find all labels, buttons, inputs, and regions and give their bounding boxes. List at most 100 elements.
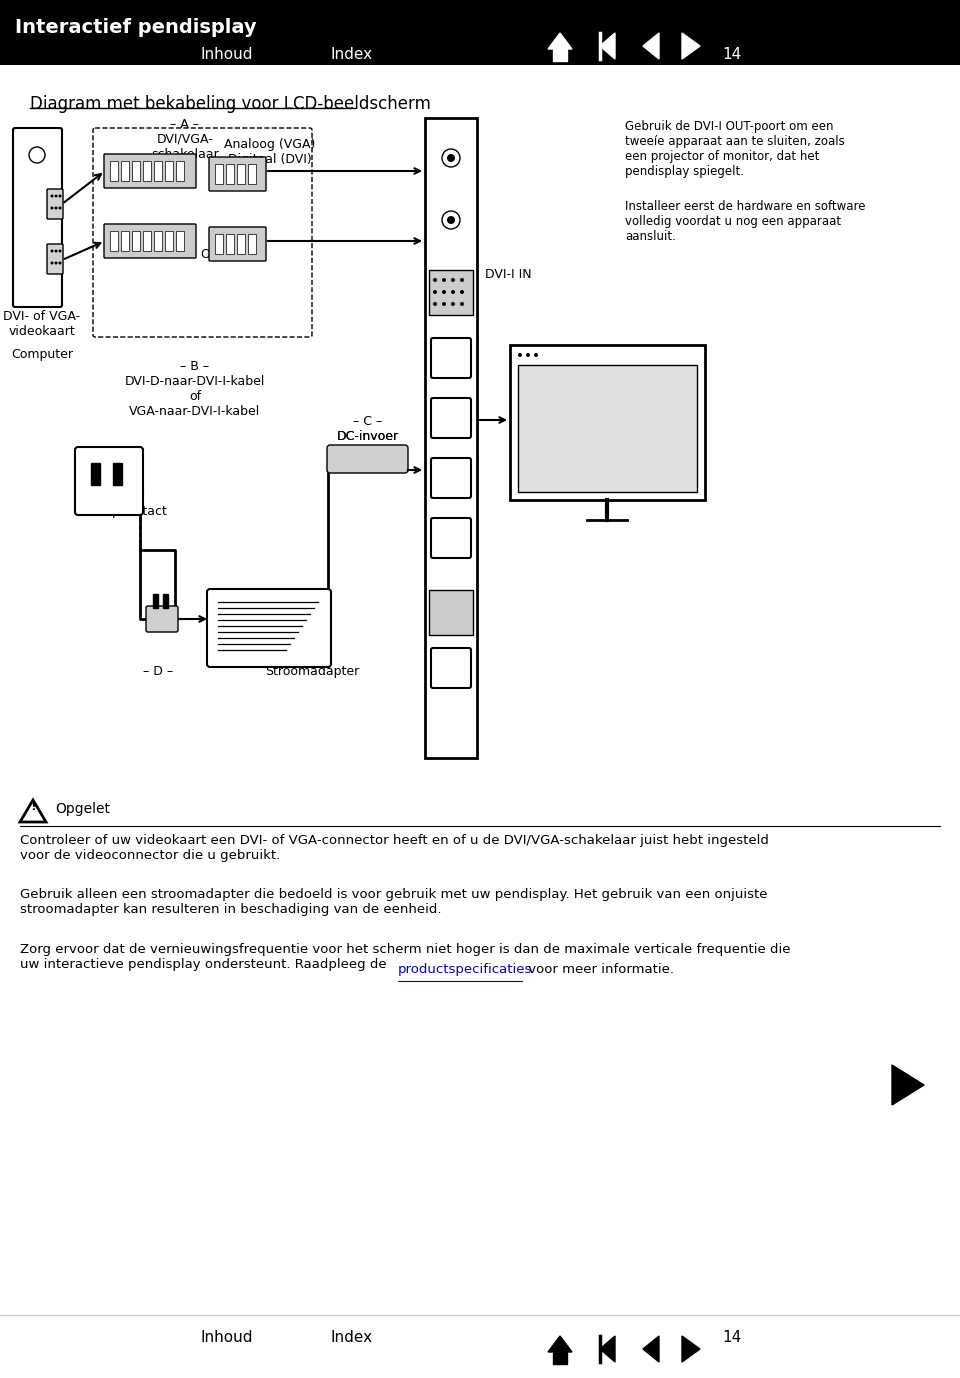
Circle shape	[29, 147, 45, 163]
FancyBboxPatch shape	[104, 154, 196, 187]
Text: 14: 14	[722, 1330, 741, 1345]
Bar	[248, 164, 256, 185]
Circle shape	[534, 353, 538, 357]
Circle shape	[442, 149, 460, 167]
Text: – C –
DC-invoer: – C – DC-invoer	[337, 415, 399, 442]
FancyBboxPatch shape	[13, 128, 62, 307]
Bar	[176, 161, 184, 181]
FancyBboxPatch shape	[431, 518, 471, 558]
Circle shape	[59, 207, 61, 209]
Circle shape	[51, 207, 54, 209]
Text: Index: Index	[330, 1330, 372, 1345]
Polygon shape	[643, 33, 659, 59]
Circle shape	[518, 353, 522, 357]
Polygon shape	[600, 1337, 615, 1361]
Circle shape	[51, 249, 54, 252]
Text: Interactief pendisplay: Interactief pendisplay	[15, 18, 256, 37]
FancyBboxPatch shape	[431, 398, 471, 438]
Circle shape	[51, 262, 54, 265]
Bar	[425, 119, 477, 758]
Circle shape	[447, 216, 455, 225]
FancyBboxPatch shape	[47, 189, 63, 219]
Text: Opgelet: Opgelet	[55, 802, 110, 816]
Bar	[132, 232, 140, 251]
Text: Diagram met bekabeling voor LCD-beeldscherm: Diagram met bekabeling voor LCD-beeldsch…	[30, 95, 431, 113]
FancyBboxPatch shape	[327, 445, 408, 473]
Circle shape	[460, 302, 464, 306]
Polygon shape	[643, 1337, 659, 1361]
Bar	[553, 50, 567, 61]
Bar	[154, 232, 162, 251]
Text: Inhoud: Inhoud	[200, 47, 252, 62]
Polygon shape	[548, 33, 572, 50]
Bar	[518, 365, 697, 492]
Bar	[215, 234, 223, 254]
FancyBboxPatch shape	[47, 244, 63, 274]
Bar	[226, 164, 234, 185]
Polygon shape	[600, 33, 615, 59]
Bar	[110, 232, 118, 251]
Circle shape	[55, 249, 58, 252]
Circle shape	[442, 289, 446, 294]
Circle shape	[433, 302, 437, 306]
FancyBboxPatch shape	[209, 227, 266, 260]
Bar	[113, 463, 122, 485]
Bar	[553, 1352, 567, 1364]
Polygon shape	[682, 1337, 700, 1361]
Text: Stroomadapter: Stroomadapter	[265, 666, 359, 678]
Text: Computer: Computer	[11, 349, 73, 361]
Bar	[132, 161, 140, 181]
FancyBboxPatch shape	[104, 225, 196, 258]
Circle shape	[442, 211, 460, 229]
Bar	[163, 594, 168, 608]
Text: Analoog (VGA): Analoog (VGA)	[225, 138, 316, 152]
Text: productspecificaties: productspecificaties	[398, 963, 533, 976]
Circle shape	[433, 278, 437, 282]
Bar	[215, 164, 223, 185]
Bar	[154, 161, 162, 181]
Bar	[237, 234, 245, 254]
Text: !: !	[30, 801, 36, 813]
Polygon shape	[682, 33, 700, 59]
Circle shape	[433, 289, 437, 294]
Text: Gebruik de DVI-I OUT-poort om een
tweeíe apparaat aan te sluiten, zoals
een proj: Gebruik de DVI-I OUT-poort om een tweeíe…	[625, 120, 845, 178]
Circle shape	[460, 278, 464, 282]
Bar	[429, 590, 473, 635]
Circle shape	[526, 353, 530, 357]
Text: – B –
DVI-D-naar-DVI-I-kabel
of
VGA-naar-DVI-I-kabel: – B – DVI-D-naar-DVI-I-kabel of VGA-naar…	[125, 360, 265, 418]
Bar	[0, 0, 960, 65]
Text: DVI- of VGA-
videokaart: DVI- of VGA- videokaart	[4, 310, 81, 338]
FancyBboxPatch shape	[431, 648, 471, 688]
Text: Of: Of	[200, 248, 214, 260]
Circle shape	[451, 302, 455, 306]
Circle shape	[451, 289, 455, 294]
Circle shape	[51, 194, 54, 197]
Text: Installeer eerst de hardware en software
volledig voordat u nog een apparaat
aan: Installeer eerst de hardware en software…	[625, 200, 866, 243]
Bar	[110, 161, 118, 181]
Bar	[91, 463, 100, 485]
Text: Inhoud: Inhoud	[200, 1330, 252, 1345]
Bar	[143, 161, 151, 181]
Bar	[176, 232, 184, 251]
Text: Zorg ervoor dat de vernieuwingsfrequentie voor het scherm niet hoger is dan de m: Zorg ervoor dat de vernieuwingsfrequenti…	[20, 943, 790, 971]
Circle shape	[59, 262, 61, 265]
FancyBboxPatch shape	[75, 446, 143, 515]
Text: Gebruik alleen een stroomadapter die bedoeld is voor gebruik met uw pendisplay. : Gebruik alleen een stroomadapter die bed…	[20, 887, 767, 916]
Bar	[429, 270, 473, 316]
Circle shape	[55, 262, 58, 265]
Text: DC-invoer: DC-invoer	[337, 430, 399, 442]
FancyBboxPatch shape	[431, 457, 471, 497]
Circle shape	[59, 194, 61, 197]
Bar	[165, 161, 173, 181]
Text: Controleer of uw videokaart een DVI- of VGA-connector heeft en of u de DVI/VGA-s: Controleer of uw videokaart een DVI- of …	[20, 834, 769, 863]
Bar	[121, 232, 129, 251]
FancyBboxPatch shape	[431, 338, 471, 378]
FancyBboxPatch shape	[146, 606, 178, 633]
Polygon shape	[548, 1337, 572, 1352]
Text: – D –: – D –	[143, 666, 173, 678]
Bar	[226, 234, 234, 254]
Text: – A –
DVI/VGA-
schakelaar: – A – DVI/VGA- schakelaar	[151, 119, 219, 161]
FancyBboxPatch shape	[209, 157, 266, 192]
Circle shape	[442, 302, 446, 306]
Bar	[121, 161, 129, 181]
